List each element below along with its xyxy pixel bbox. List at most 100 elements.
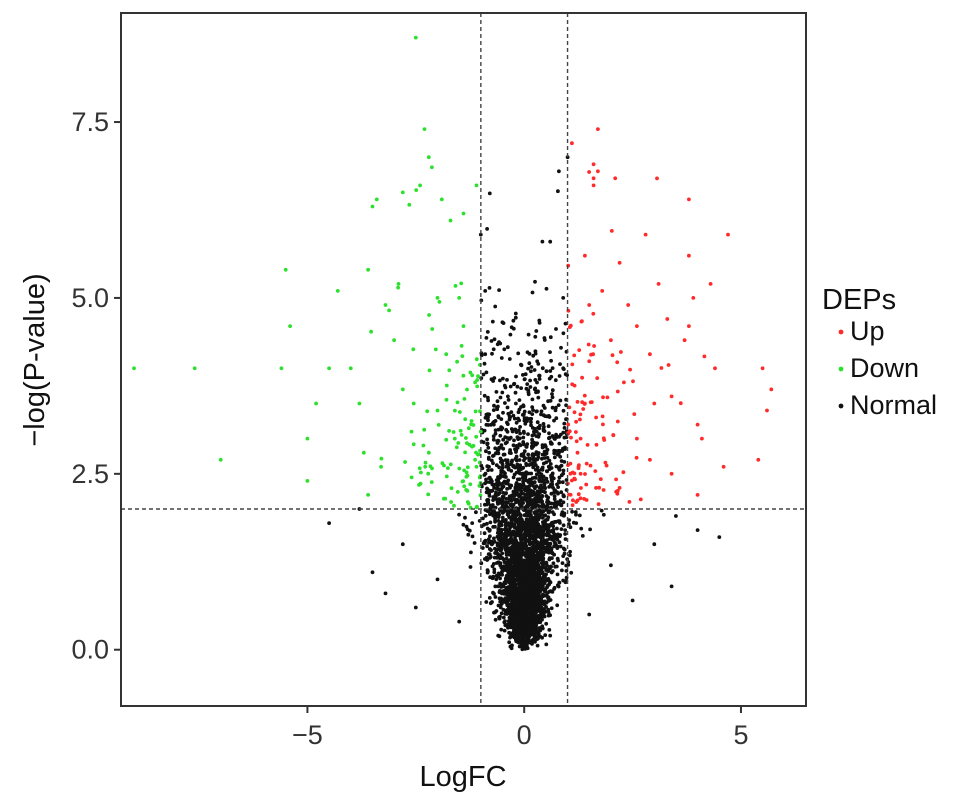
data-point-normal <box>529 572 534 576</box>
data-point-normal <box>512 438 516 443</box>
data-point-normal <box>535 643 540 648</box>
data-point-normal <box>521 452 526 456</box>
data-point-normal <box>512 631 517 635</box>
data-point-normal <box>499 417 504 421</box>
data-point-normal <box>523 421 528 426</box>
data-point-normal <box>529 365 534 369</box>
data-point-normal <box>527 602 531 607</box>
data-point-normal <box>536 453 540 457</box>
data-point-normal <box>489 377 494 382</box>
data-point-down <box>435 296 440 300</box>
data-point-normal <box>497 534 501 538</box>
data-point-normal <box>528 640 533 645</box>
data-point-normal <box>501 437 506 442</box>
data-point-up <box>598 477 603 481</box>
data-point-up <box>622 380 626 385</box>
data-point-normal <box>525 504 530 509</box>
data-point-up <box>713 366 717 371</box>
data-point-normal <box>486 412 490 416</box>
data-point-normal <box>495 407 500 412</box>
data-point-normal <box>501 410 505 415</box>
data-point-normal <box>500 545 504 550</box>
data-point-up <box>628 367 632 372</box>
data-point-down <box>446 466 450 470</box>
data-point-normal <box>536 434 541 439</box>
data-point-normal <box>544 642 549 647</box>
data-point-normal <box>537 530 541 535</box>
data-point-normal <box>540 635 544 640</box>
data-point-normal <box>486 537 491 542</box>
data-point-normal <box>520 552 525 557</box>
data-point-normal <box>483 481 487 486</box>
data-point-normal <box>537 581 542 586</box>
data-point-normal <box>497 288 501 292</box>
data-point-up <box>760 366 765 371</box>
data-point-normal <box>526 432 530 436</box>
data-point-up <box>638 497 643 502</box>
legend-label: Up <box>850 316 885 346</box>
data-point-normal <box>546 595 551 600</box>
data-point-normal <box>533 351 538 356</box>
data-point-normal <box>491 483 496 487</box>
data-point-normal <box>496 560 501 565</box>
data-point-normal <box>558 533 563 537</box>
data-point-normal <box>540 609 544 613</box>
data-point-normal <box>501 615 506 620</box>
data-point-normal <box>486 468 490 473</box>
data-point-normal <box>561 468 566 473</box>
data-point-normal <box>531 464 536 469</box>
data-point-normal <box>481 440 486 445</box>
data-point-normal <box>568 549 572 554</box>
data-point-normal <box>501 446 506 451</box>
data-point-normal <box>499 427 504 432</box>
data-point-normal <box>553 408 558 413</box>
data-point-normal <box>521 403 526 408</box>
data-point-normal <box>492 570 497 575</box>
data-point-normal <box>509 497 513 502</box>
data-point-down <box>417 483 421 487</box>
data-point-normal <box>526 388 531 393</box>
data-point-normal <box>490 351 494 356</box>
data-point-down <box>436 423 441 427</box>
data-point-normal <box>491 437 496 442</box>
data-point-normal <box>549 529 554 533</box>
data-point-down <box>459 281 464 286</box>
data-point-normal <box>550 392 554 396</box>
data-point-normal <box>533 496 538 501</box>
data-point-normal <box>531 408 535 412</box>
data-point-normal <box>515 497 520 502</box>
data-point-down <box>474 450 478 455</box>
data-point-normal <box>529 420 533 424</box>
data-point-normal <box>520 548 525 553</box>
data-point-normal <box>535 409 539 414</box>
data-point-normal <box>528 501 532 506</box>
legend-entry-up: Up <box>838 316 885 346</box>
data-point-up <box>619 350 623 354</box>
data-point-normal <box>519 602 524 607</box>
data-point-normal <box>559 345 563 350</box>
data-point-up <box>721 464 726 469</box>
data-point-normal <box>504 497 509 501</box>
data-point-normal <box>500 465 505 470</box>
data-point-normal <box>497 446 501 450</box>
data-point-normal <box>547 544 552 549</box>
data-point-up <box>615 360 620 365</box>
data-point-normal <box>514 448 519 453</box>
data-point-down <box>461 373 466 378</box>
data-point-normal <box>469 550 473 555</box>
data-point-normal <box>482 393 487 398</box>
data-point-normal <box>529 623 534 628</box>
data-point-up <box>631 379 635 384</box>
data-point-normal <box>511 326 516 331</box>
data-point-normal <box>518 471 522 476</box>
data-point-normal <box>541 541 545 546</box>
data-point-normal <box>544 621 549 626</box>
data-point-normal <box>558 498 563 503</box>
data-point-normal <box>543 633 548 637</box>
data-point-normal <box>548 580 553 585</box>
data-point-normal <box>518 560 522 564</box>
data-point-normal <box>532 619 537 623</box>
data-point-normal <box>505 545 509 549</box>
data-point-normal <box>500 584 505 589</box>
data-point-up <box>591 183 596 188</box>
